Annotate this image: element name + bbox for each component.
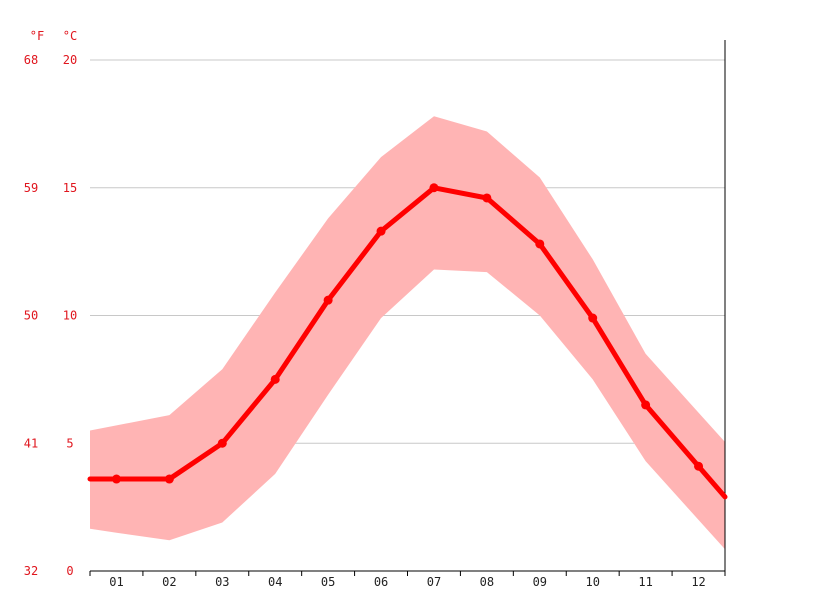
x-tick-label: 04 xyxy=(268,575,282,589)
axis-layer xyxy=(89,40,726,576)
celsius-tick-label: 20 xyxy=(63,53,77,67)
celsius-tick-label: 0 xyxy=(66,564,73,578)
temperature-range-band xyxy=(90,116,725,550)
mean-temperature-point xyxy=(376,226,386,236)
fahrenheit-tick-label: 50 xyxy=(24,309,38,323)
x-tick-label: 01 xyxy=(109,575,123,589)
mean-temperature-point xyxy=(164,474,174,484)
x-tick-label: 02 xyxy=(162,575,176,589)
line-layer xyxy=(87,183,728,500)
mean-temperature-line xyxy=(87,185,728,500)
mean-temperature-point xyxy=(694,461,704,471)
fahrenheit-tick-label: 41 xyxy=(24,436,38,450)
x-tick-label: 03 xyxy=(215,575,229,589)
celsius-unit-label: °C xyxy=(63,29,77,43)
fahrenheit-tick-label: 32 xyxy=(24,564,38,578)
fahrenheit-tick-label: 59 xyxy=(24,181,38,195)
x-tick-label: 08 xyxy=(480,575,494,589)
fahrenheit-tick-label: 68 xyxy=(24,53,38,67)
mean-temperature-point xyxy=(641,400,651,410)
x-tick-label: 11 xyxy=(638,575,652,589)
mean-temperature-point xyxy=(535,239,545,249)
x-tick-label: 06 xyxy=(374,575,388,589)
x-tick-label: 05 xyxy=(321,575,335,589)
celsius-tick-label: 10 xyxy=(63,309,77,323)
fahrenheit-unit-label: °F xyxy=(30,29,44,43)
mean-temperature-point xyxy=(217,438,227,448)
celsius-tick-label: 15 xyxy=(63,181,77,195)
celsius-tick-label: 5 xyxy=(66,436,73,450)
x-tick-label: 10 xyxy=(585,575,599,589)
mean-temperature-point xyxy=(429,183,439,193)
mean-temperature-point xyxy=(588,313,598,323)
mean-temperature-point xyxy=(111,474,121,484)
mean-temperature-point xyxy=(323,295,333,305)
x-tick-label: 09 xyxy=(533,575,547,589)
band-layer xyxy=(90,116,725,550)
x-tick-label: 07 xyxy=(427,575,441,589)
label-layer: °F °C 0 32 5 41 10 50 15 59 20 68 01 02 03 04 05 06 07 08… xyxy=(24,29,706,589)
x-tick-label: 12 xyxy=(691,575,705,589)
mean-temperature-point xyxy=(270,374,280,384)
mean-temperature-point xyxy=(482,193,492,203)
